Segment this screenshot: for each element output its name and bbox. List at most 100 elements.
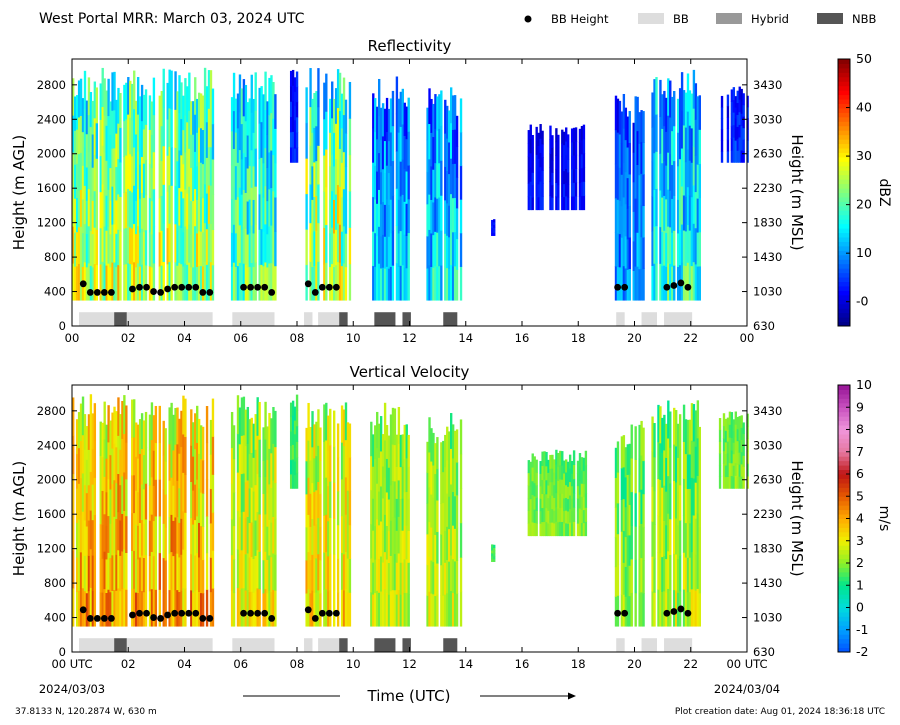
heatmap-cell [184, 588, 187, 627]
heatmap-cell [176, 91, 179, 127]
heatmap-cell [192, 490, 195, 525]
bb-type-bar-bb [232, 312, 275, 326]
heatmap-cell [211, 229, 215, 266]
heatmap-cell [73, 164, 77, 199]
heatmap-cell [659, 153, 662, 191]
heatmap-cell [211, 194, 215, 231]
heatmap-cell [319, 427, 322, 461]
colorbar-step [838, 625, 850, 631]
heatmap-cell [563, 131, 566, 146]
bb-type-bar-bb [232, 638, 275, 652]
heatmap-cell [541, 170, 544, 184]
heatmap-cell [673, 553, 676, 591]
heatmap-cell [131, 475, 134, 514]
colorbar-step [838, 407, 850, 413]
heatmap-cell [238, 480, 242, 518]
heatmap-cell [582, 153, 586, 168]
heatmap-cell [201, 426, 205, 461]
heatmap-cell [188, 110, 191, 149]
heatmap-cell [634, 559, 637, 594]
heatmap-cell [340, 405, 344, 443]
heatmap-cell [176, 265, 179, 301]
heatmap-cell [136, 424, 140, 459]
heatmap-cell [533, 482, 536, 497]
heatmap-cell [567, 486, 570, 500]
heatmap-cell [628, 205, 631, 238]
bb-height-point [136, 609, 143, 617]
heatmap-cell [262, 94, 265, 130]
heatmap-cell [724, 476, 728, 489]
heatmap-cell [198, 127, 201, 163]
heatmap-cell [309, 145, 312, 185]
heatmap-cell [79, 78, 83, 117]
heatmap-cell [407, 434, 410, 468]
bb-type-bar-nbb [443, 312, 458, 326]
heatmap-cell [570, 128, 574, 143]
heatmap-cell [401, 88, 404, 125]
heatmap-cell [115, 446, 118, 484]
heatmap-cell [334, 264, 338, 301]
heatmap-cell [270, 556, 273, 592]
heatmap-cell [190, 200, 193, 235]
heatmap-cell [268, 519, 271, 556]
heatmap-cell [79, 551, 83, 590]
heatmap-cell [260, 264, 263, 301]
heatmap-cell [694, 554, 698, 591]
bb-height-point [129, 611, 136, 619]
heatmap-cell [580, 167, 584, 183]
heatmap-cell [742, 444, 745, 456]
heatmap-cell [578, 196, 582, 211]
heatmap-cell [669, 153, 672, 191]
heatmap-cell [258, 514, 261, 552]
heatmap-cell [389, 199, 393, 234]
heatmap-cell [105, 559, 108, 593]
heatmap-cell [642, 237, 645, 270]
heatmap-cell [688, 125, 692, 161]
heatmap-cell [291, 473, 295, 489]
heatmap-cell [570, 461, 574, 474]
heatmap-cell [240, 229, 244, 266]
heatmap-cell [258, 158, 261, 195]
colorbar-step [838, 549, 850, 555]
heatmap-cell [698, 559, 701, 594]
colorbar-step [838, 179, 850, 185]
heatmap-cell [559, 464, 562, 480]
heatmap-cell [168, 553, 171, 591]
heatmap-cell [291, 415, 295, 431]
heatmap-cell [372, 231, 375, 267]
heatmap-cell [323, 191, 326, 229]
heatmap-cell [148, 129, 152, 165]
heatmap-cell [535, 459, 538, 473]
heatmap-cell [387, 499, 391, 532]
heatmap-cell [83, 414, 87, 450]
heatmap-cell [115, 166, 118, 201]
heatmap-cell [101, 558, 104, 593]
heatmap-cell [162, 184, 165, 224]
heatmap-cell [333, 132, 336, 167]
heatmap-cell [403, 201, 406, 235]
heatmap-cell [555, 521, 558, 537]
bb-type-bar-nbb [374, 312, 396, 326]
heatmap-cell [338, 148, 342, 187]
heatmap-cell [334, 123, 338, 160]
heatmap-cell [234, 232, 238, 267]
heatmap-cell [142, 129, 146, 164]
heatmap-cell [387, 140, 391, 174]
heatmap-cell [234, 98, 238, 133]
heatmap-cell [440, 160, 443, 196]
heatmap-cell [692, 223, 696, 263]
heatmap-cell [77, 412, 81, 449]
heatmap-cell [317, 445, 320, 482]
y-tick-right-label: 1430 [753, 250, 782, 264]
heatmap-cell [389, 98, 393, 133]
heatmap-cell [272, 480, 275, 517]
heatmap-cell [95, 193, 98, 230]
heatmap-cell [434, 231, 437, 267]
heatmap-cell [535, 497, 538, 511]
heatmap-cell [453, 163, 457, 199]
heatmap-cell [136, 558, 140, 593]
heatmap-cell [258, 229, 261, 266]
heatmap-cell [568, 481, 572, 496]
heatmap-cell [555, 478, 558, 494]
heatmap-cell [563, 510, 566, 524]
